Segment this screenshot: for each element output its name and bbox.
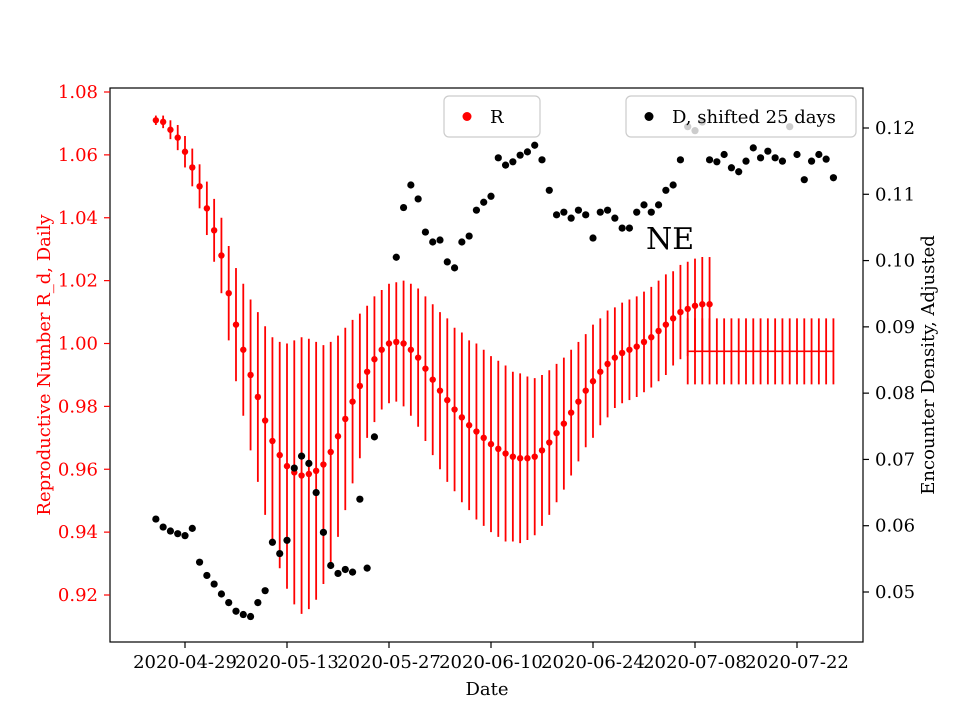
left-tick-label: 0.94 xyxy=(58,522,98,543)
left-tick-label: 1.00 xyxy=(58,334,98,355)
legend: R D, shifted 25 days xyxy=(443,95,857,138)
right-tick-label: 0.09 xyxy=(875,317,915,338)
axes-frame xyxy=(109,87,864,643)
left-tick-label: 0.96 xyxy=(58,459,98,480)
d-series-points xyxy=(152,118,838,621)
right-tick-label: 0.07 xyxy=(875,449,915,470)
y-axis-label-right: Encounter Density, Adjusted xyxy=(918,235,939,495)
legend-label: D, shifted 25 days xyxy=(672,107,836,128)
x-tick-label: 2020-05-27 xyxy=(337,652,441,673)
x-axis-label: Date xyxy=(465,679,508,700)
r-flat-forecast-segment xyxy=(686,318,835,385)
x-tick-label: 2020-04-29 xyxy=(133,652,237,673)
left-tick-label: 0.98 xyxy=(58,396,98,417)
legend-label: R xyxy=(490,107,504,128)
left-tick-label: 0.92 xyxy=(58,585,98,606)
r-series-errorbars-and-points xyxy=(152,115,713,614)
x-tick-label: 2020-05-13 xyxy=(235,652,339,673)
ne-annotation: NE xyxy=(646,222,694,257)
left-tick-label: 1.08 xyxy=(58,82,98,103)
y-axis-label-left: Reproductive Number R_d, Daily xyxy=(34,214,55,516)
right-tick-label: 0.08 xyxy=(875,383,915,404)
x-tick-label: 2020-06-10 xyxy=(439,652,543,673)
left-tick-label: 1.02 xyxy=(58,271,98,292)
legend-marker-icon xyxy=(462,112,472,121)
left-tick-label: 1.06 xyxy=(58,145,98,166)
right-tick-label: 0.05 xyxy=(875,582,915,603)
legend-marker-icon xyxy=(644,112,654,121)
axis-ticks: 0.92 0.94 0.96 0.98 1.00 1.02 1.04 1.06 1.08 0.05… xyxy=(58,82,915,673)
legend-box xyxy=(443,95,541,138)
right-tick-label: 0.11 xyxy=(875,184,915,205)
left-tick-label: 1.04 xyxy=(58,208,98,229)
x-tick-label: 2020-06-24 xyxy=(541,652,645,673)
right-tick-label: 0.10 xyxy=(875,251,915,272)
right-tick-label: 0.12 xyxy=(875,118,915,139)
legend-box xyxy=(625,95,857,138)
right-tick-label: 0.06 xyxy=(875,516,915,537)
x-tick-label: 2020-07-22 xyxy=(745,652,849,673)
x-tick-label: 2020-07-08 xyxy=(643,652,747,673)
